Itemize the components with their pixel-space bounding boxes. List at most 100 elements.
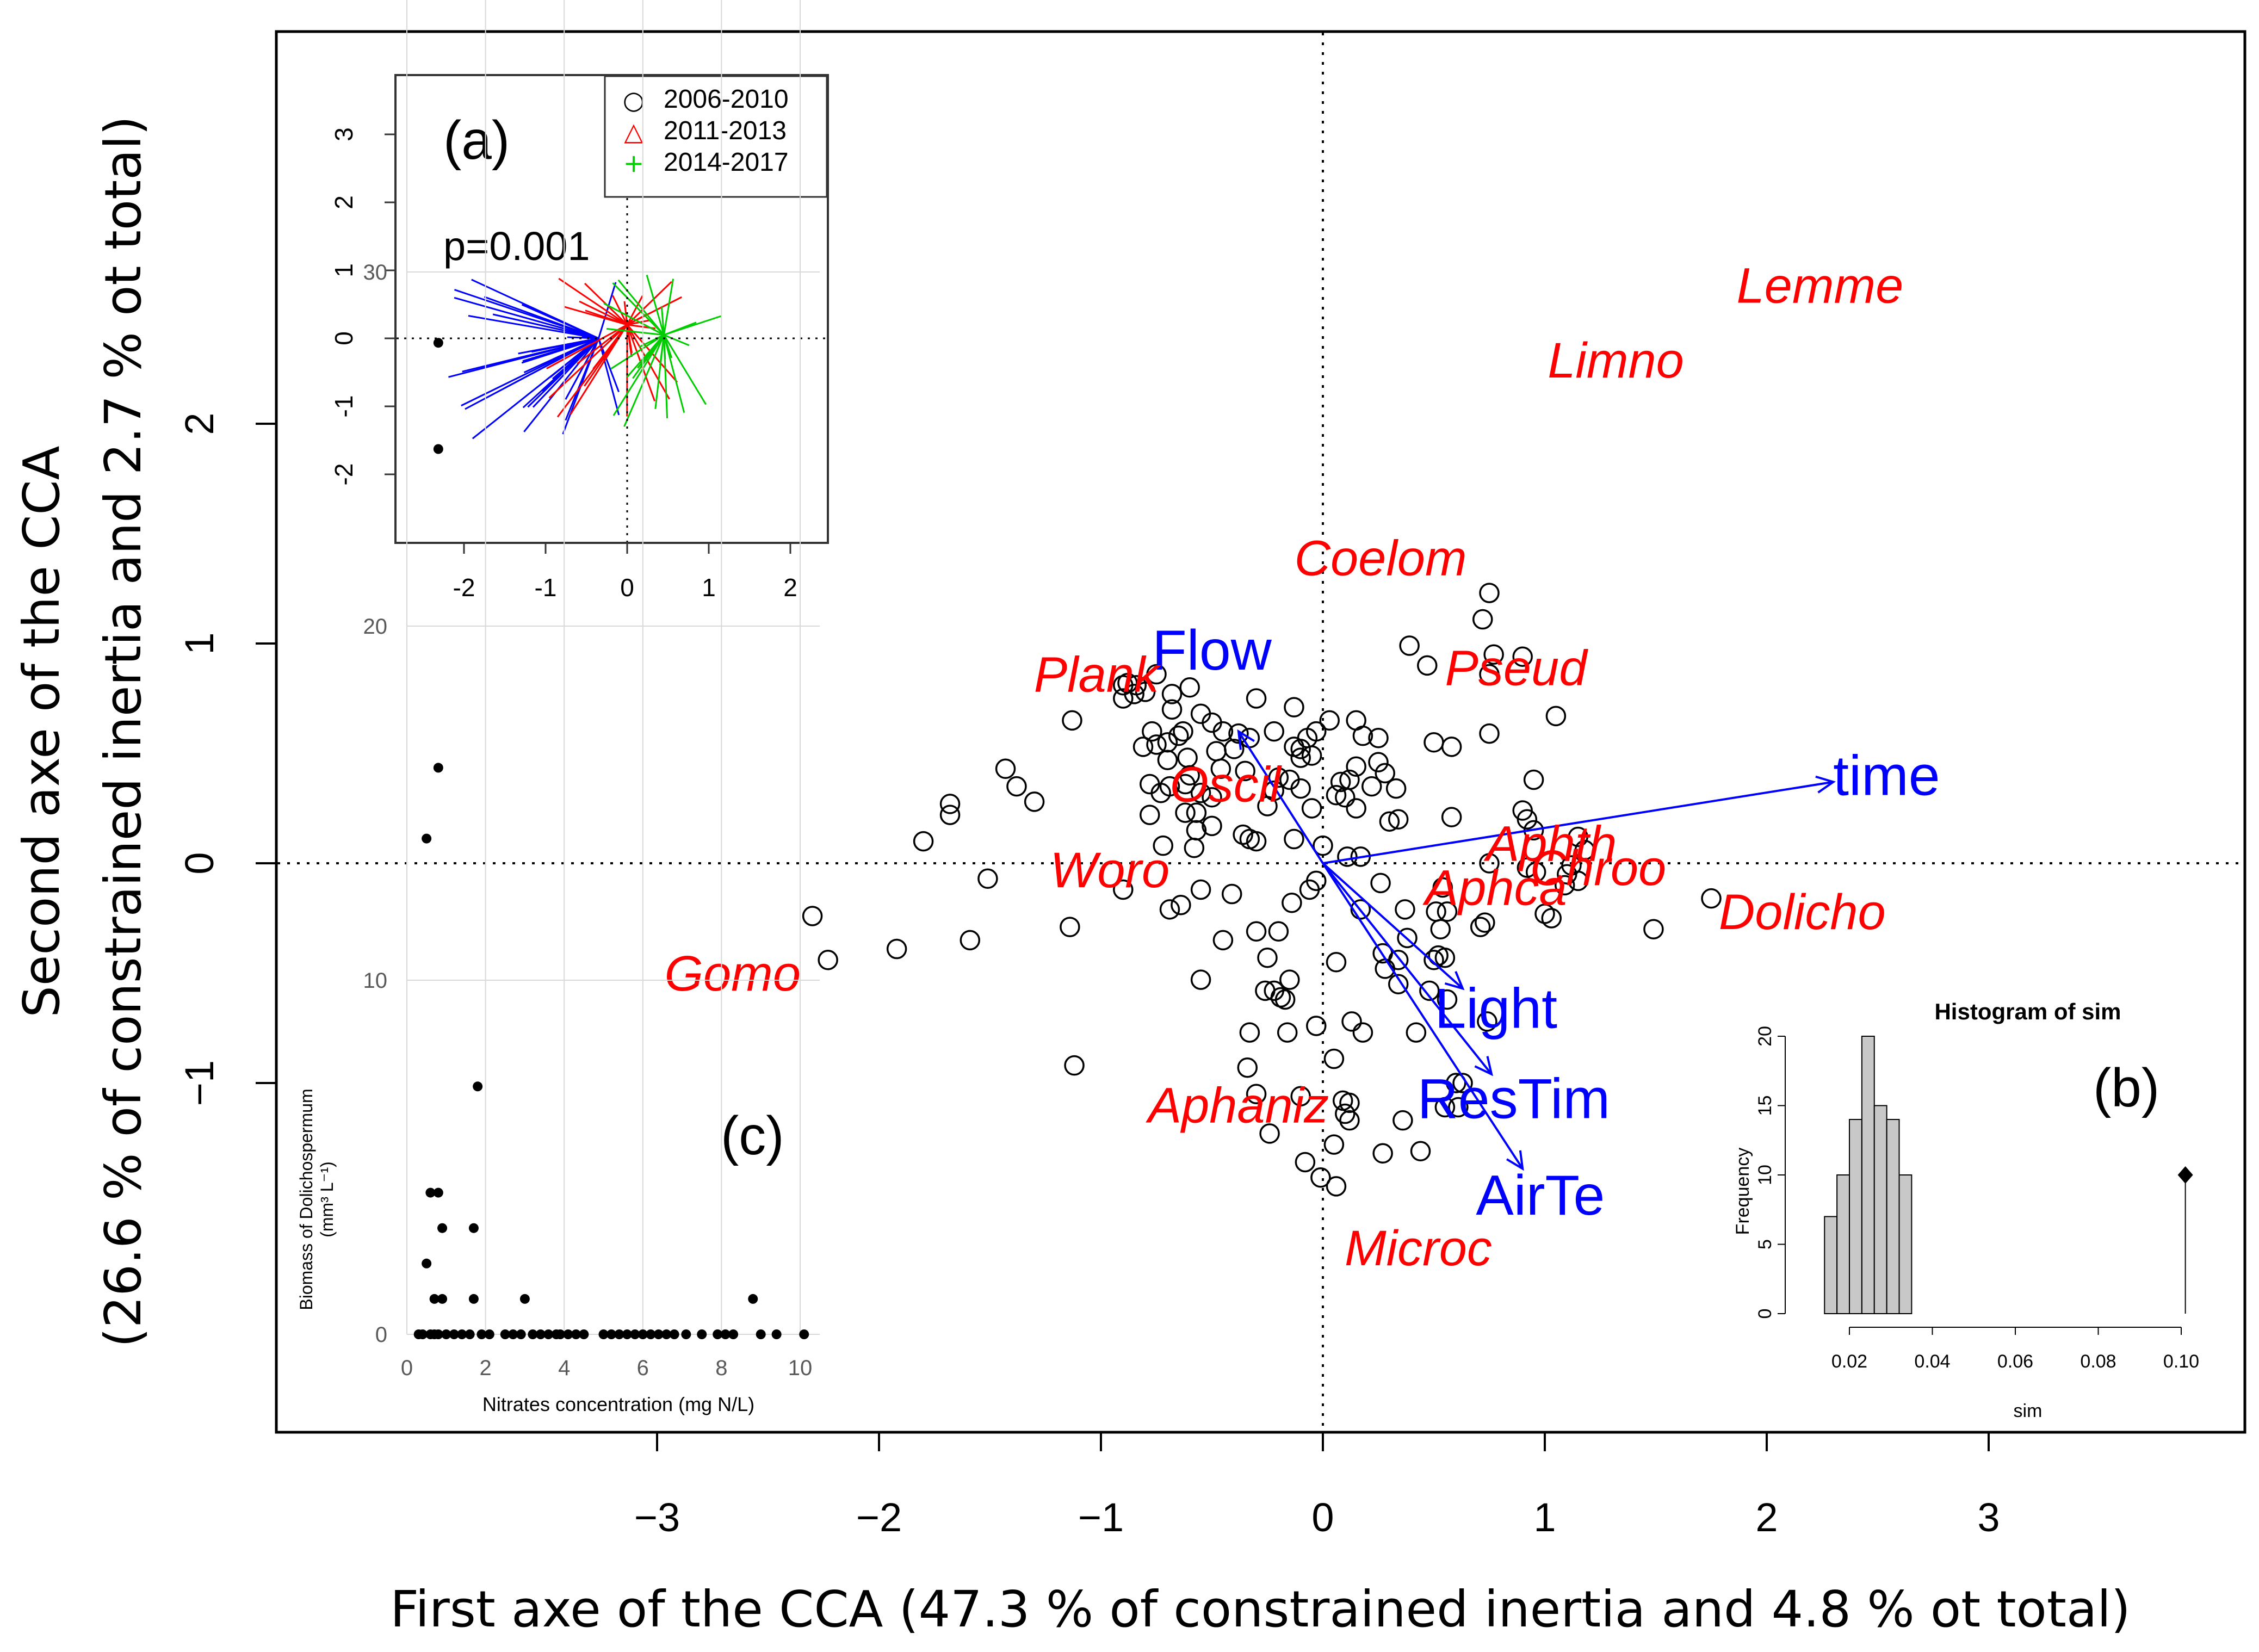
inset-a-legend-box [604, 75, 828, 198]
inset-a-spider-line [611, 295, 628, 325]
site-point [1301, 745, 1322, 766]
inset-a-spider-line [523, 338, 599, 432]
site-point [1335, 1103, 1356, 1124]
site-point [1161, 699, 1183, 720]
inset-a-panel-label: (a) [443, 110, 510, 171]
inset-a-spider-line [626, 281, 672, 326]
inset-c-point [441, 1329, 451, 1339]
inset-a-spider-line [663, 334, 707, 405]
inset-c-points [413, 338, 809, 1339]
inset-c-grid [406, 0, 820, 1335]
inset-b-axes: 0.02 0.04 0.06 0.08 0.10 0 5 10 15 20 [1755, 1026, 2199, 1372]
inset-c-ylabel-line2: (mm³ L⁻¹) [317, 1161, 337, 1238]
vector-flow [1237, 731, 1324, 864]
inset-a-legend-marker: + [623, 149, 645, 178]
inset-a-spider-line [564, 306, 628, 326]
inset-c-x-tick-label: 8 [715, 1356, 727, 1380]
inset-c-x-tick-label: 10 [788, 1356, 813, 1380]
site-point [1370, 873, 1391, 894]
vector-restim [1322, 862, 1493, 1075]
site-point [1228, 723, 1249, 744]
inset-b-bar [1886, 1119, 1900, 1314]
site-point [1430, 919, 1451, 939]
site-point [802, 906, 823, 926]
site-point [1257, 947, 1278, 968]
species-label: Oscil [1169, 757, 1282, 813]
site-point [1385, 778, 1407, 799]
species-label: Coelom [1295, 530, 1467, 586]
inset-c-panel-label: (c) [721, 1105, 784, 1166]
y-axis-label-line1: Second axe of the CCA [13, 446, 71, 1017]
y-axis-label-line2: (26.6 % of constrained inertia and 2.7 %… [94, 116, 152, 1347]
site-point [1432, 877, 1453, 898]
site-point [1346, 756, 1366, 777]
inset-c-point [720, 1329, 731, 1339]
species-label: Plank [1034, 647, 1161, 703]
inset-c-x-tick-label: 2 [479, 1356, 491, 1380]
inset-a-spider-line [617, 279, 665, 336]
site-point [1257, 796, 1278, 816]
site-point [1290, 1086, 1311, 1106]
inset-b-x-tick-label: 0.02 [1831, 1351, 1867, 1372]
inset-a: -2 -1 0 1 2 -2 -1 0 1 2 3 ○ 2006-2010 △ 2011-2013 + 201… [330, 74, 829, 602]
site-point [960, 930, 981, 951]
site-point [1534, 904, 1555, 924]
site-point [1372, 1143, 1393, 1164]
site-point [1437, 989, 1458, 1010]
inset-a-lines [448, 275, 722, 440]
species-label: Aphca [1422, 860, 1567, 915]
site-point [1326, 952, 1347, 973]
inset-a-spider-line [659, 335, 665, 366]
site-point [1313, 835, 1333, 856]
inset-a-spider-line [577, 324, 628, 364]
inset-c-x-tick-label: 0 [401, 1356, 413, 1380]
inset-c-point [614, 1329, 624, 1339]
inset-a-spider-line [646, 275, 665, 336]
site-point [1006, 776, 1027, 797]
inset-a-spider-line [521, 304, 599, 339]
site-point [1441, 807, 1462, 827]
x-axis-label: First axe of the CCA (47.3 % of constrai… [390, 1580, 2131, 1638]
vector-label: ResTim [1418, 1067, 1610, 1130]
site-point [1173, 721, 1193, 742]
site-point [1113, 879, 1134, 900]
site-point [1277, 1022, 1298, 1043]
site-point [1568, 870, 1588, 892]
inset-c-point [468, 1223, 479, 1233]
inset-b-panel-label: (b) [2093, 1057, 2159, 1118]
inset-a-x-tick-label: -2 [453, 573, 475, 602]
inset-c-point [528, 1329, 538, 1339]
site-point [995, 758, 1016, 779]
x-tick-label: −3 [634, 1495, 680, 1540]
inset-b-title: Histogram of sim [1934, 999, 2121, 1024]
inset-c-point [638, 1329, 648, 1339]
inset-c-point [728, 1329, 739, 1339]
inset-a-spider-line [626, 295, 643, 325]
vector-time [1322, 781, 1834, 864]
site-point [1190, 782, 1211, 803]
site-point [1477, 1011, 1497, 1032]
site-point [1060, 917, 1080, 937]
site-point [1541, 908, 1562, 929]
inset-a-spider-line [664, 315, 722, 336]
inset-c-point [697, 1329, 707, 1339]
site-point [1202, 815, 1222, 837]
site-point [1470, 917, 1491, 937]
inset-c-point [476, 1329, 487, 1339]
site-point [1124, 684, 1144, 704]
site-point [1221, 883, 1242, 905]
site-point [1375, 763, 1395, 784]
inset-b-x-tick-label: 0.08 [2080, 1351, 2116, 1372]
site-point [1179, 677, 1200, 698]
inset-c-point [417, 1329, 428, 1339]
site-point [1388, 974, 1409, 994]
site-point [1368, 727, 1389, 748]
inset-a-axes: -2 -1 0 1 2 -2 -1 0 1 2 3 [330, 127, 797, 602]
inset-a-spider-line [468, 315, 599, 339]
site-point [1161, 684, 1183, 704]
site-point [1319, 710, 1340, 731]
inset-c-point [437, 1223, 448, 1233]
site-point [1326, 785, 1347, 806]
site-point [1517, 809, 1538, 830]
site-point [1117, 672, 1138, 694]
